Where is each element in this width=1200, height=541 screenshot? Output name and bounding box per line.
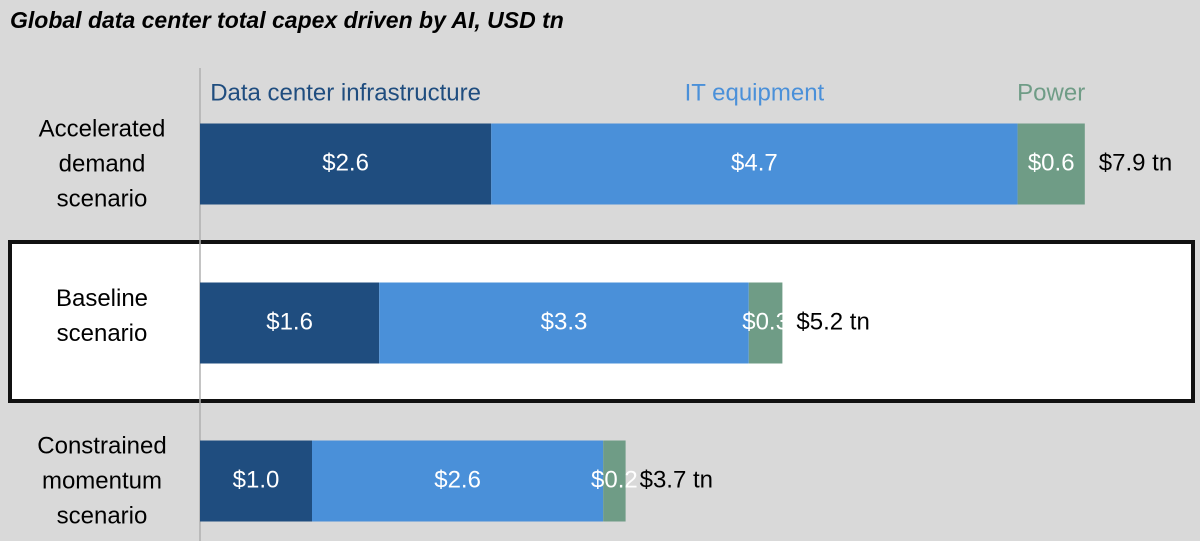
value-label: $0.2 bbox=[591, 466, 638, 493]
value-label: $2.6 bbox=[322, 149, 369, 176]
bar-segment bbox=[379, 282, 749, 364]
legend-entry: IT equipment bbox=[685, 79, 825, 106]
bar-segment bbox=[312, 440, 604, 522]
total-label: $3.7 tn bbox=[640, 466, 713, 493]
legend-entry: Data center infrastructure bbox=[210, 79, 481, 106]
bar-segment bbox=[603, 440, 626, 522]
value-label: $0.3 bbox=[742, 308, 789, 335]
value-label: $0.6 bbox=[1028, 149, 1075, 176]
category-label: Baseline scenario bbox=[55, 285, 149, 347]
value-label: $4.7 bbox=[731, 149, 778, 176]
value-label: $3.3 bbox=[541, 308, 588, 335]
bar-segment bbox=[200, 123, 492, 205]
bar-segment bbox=[748, 282, 783, 364]
value-label: $2.6 bbox=[434, 466, 481, 493]
category-label: Constrained momentum scenario bbox=[37, 432, 167, 530]
bar-segment bbox=[200, 440, 312, 522]
bar-segment bbox=[491, 123, 1018, 205]
total-label: $7.9 tn bbox=[1099, 149, 1172, 176]
category-label: Accelerated demand scenario bbox=[38, 115, 166, 213]
total-label: $5.2 tn bbox=[796, 308, 869, 335]
chart-title: Global data center total capex driven by… bbox=[10, 7, 564, 33]
legend-entry: Power bbox=[1017, 79, 1085, 106]
bar-segment bbox=[200, 282, 380, 364]
value-label: $1.6 bbox=[266, 308, 313, 335]
bar-segment bbox=[1017, 123, 1085, 205]
value-label: $1.0 bbox=[233, 466, 280, 493]
